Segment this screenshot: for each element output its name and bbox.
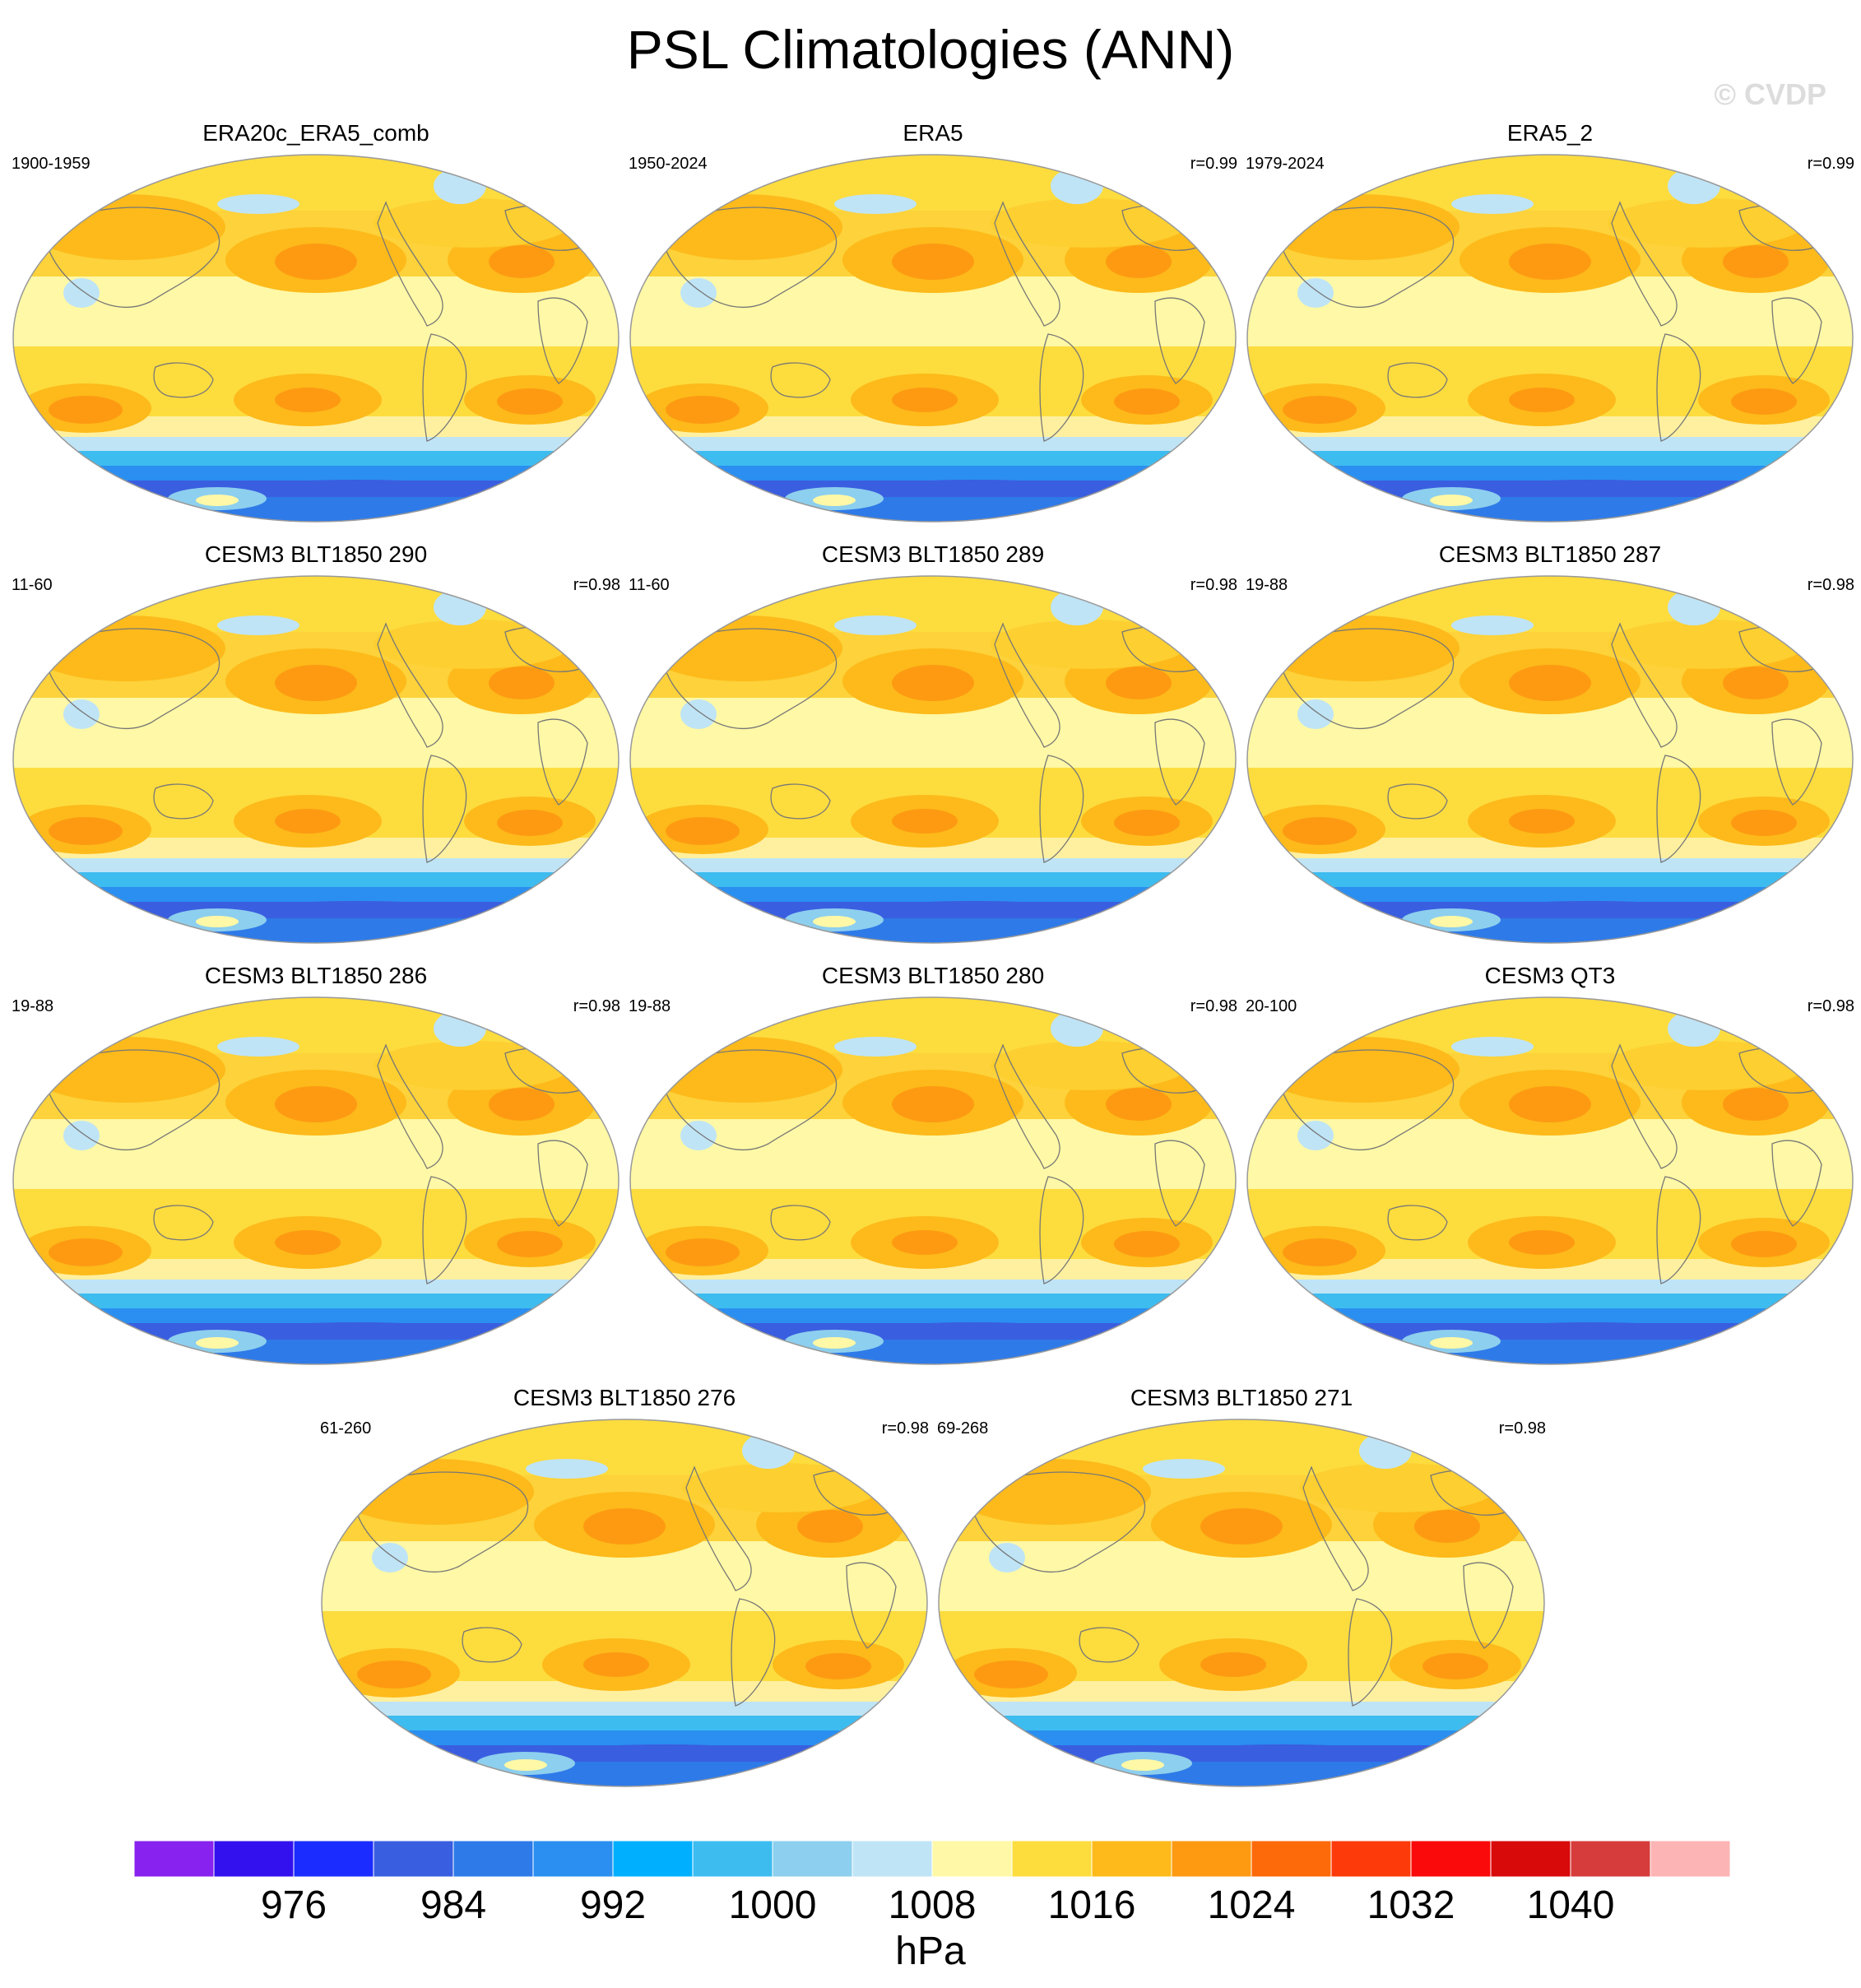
map-panel: CESM3 BLT1850 276 61-260 r=0.98 — [320, 1385, 929, 1788]
panel-period: 11-60 — [12, 576, 53, 594]
panel-title: CESM3 QT3 — [1484, 963, 1616, 988]
panel-correlation: r=0.98 — [573, 997, 620, 1015]
colorbar-swatch — [1330, 1841, 1412, 1877]
psl-map — [12, 996, 620, 1365]
colorbar-swatch — [373, 1841, 454, 1877]
panel-period: 20-100 — [1246, 997, 1297, 1015]
colorbar-swatch — [1011, 1841, 1093, 1877]
colorbar-unit: hPa — [895, 1930, 966, 1973]
panel-correlation: r=0.99 — [1807, 155, 1854, 173]
psl-map — [938, 1419, 1545, 1787]
colorbar-swatch — [931, 1841, 1013, 1877]
colorbar-swatch — [293, 1841, 374, 1877]
panel-title: CESM3 BLT1850 271 — [1130, 1385, 1353, 1410]
colorbar-swatch — [1410, 1841, 1492, 1877]
panel-period: 11-60 — [629, 576, 670, 594]
psl-map — [321, 1419, 928, 1787]
colorbar-tick-label: 1040 — [1526, 1883, 1615, 1927]
colorbar-swatch — [532, 1841, 614, 1877]
panel-correlation: r=0.99 — [1190, 155, 1237, 173]
panel-period: 19-88 — [1246, 576, 1288, 594]
psl-map — [629, 996, 1237, 1365]
psl-map — [1246, 575, 1854, 944]
panel-correlation: r=0.98 — [1498, 1419, 1546, 1438]
colorbar-swatch — [612, 1841, 694, 1877]
colorbar-swatch — [1650, 1841, 1730, 1877]
panel-title: ERA5_2 — [1506, 120, 1594, 146]
panel-title: CESM3 BLT1850 287 — [1438, 541, 1662, 567]
map-panel: CESM3 BLT1850 290 11-60 r=0.98 — [12, 541, 620, 945]
panel-period: 69-268 — [937, 1419, 989, 1438]
map-panel: CESM3 BLT1850 271 69-268 r=0.98 — [937, 1385, 1546, 1788]
map-panel: ERA5 1950-2024 r=0.99 — [629, 120, 1237, 523]
panel-title: CESM3 BLT1850 286 — [204, 963, 428, 988]
map-panel: CESM3 BLT1850 287 19-88 r=0.98 — [1246, 541, 1854, 945]
psl-map — [12, 154, 620, 523]
psl-map — [1246, 996, 1854, 1365]
psl-map — [629, 575, 1237, 944]
cvdp-watermark: © CVDP — [1714, 77, 1826, 111]
panel-correlation: r=0.98 — [1190, 576, 1237, 594]
panel-correlation: r=0.98 — [881, 1419, 929, 1438]
colorbar-swatch — [1490, 1841, 1571, 1877]
colorbar-swatch — [452, 1841, 534, 1877]
panel-title: CESM3 BLT1850 276 — [513, 1385, 736, 1410]
psl-map — [1246, 154, 1854, 523]
colorbar-swatch — [772, 1841, 853, 1877]
colorbar-tick-label: 984 — [420, 1883, 487, 1927]
panel-period: 1900-1959 — [12, 155, 90, 173]
colorbar-tick-label: 992 — [579, 1883, 647, 1927]
colorbar-swatch — [1171, 1841, 1252, 1877]
map-panel: CESM3 BLT1850 286 19-88 r=0.98 — [12, 963, 620, 1366]
colorbar-swatch — [852, 1841, 933, 1877]
map-panel: ERA20c_ERA5_comb 1900-1959 — [12, 120, 620, 523]
panel-period: 19-88 — [629, 997, 671, 1015]
psl-map — [629, 154, 1237, 523]
panel-title: CESM3 BLT1850 290 — [204, 541, 428, 567]
panel-title: ERA20c_ERA5_comb — [202, 120, 429, 146]
psl-map — [12, 575, 620, 944]
panel-period: 19-88 — [12, 997, 54, 1015]
panel-correlation: r=0.98 — [573, 576, 620, 594]
colorbar-tick-label: 1024 — [1207, 1883, 1296, 1927]
colorbar-swatch — [1570, 1841, 1651, 1877]
colorbar-tick-label: 1000 — [728, 1883, 817, 1927]
panel-title: ERA5 — [903, 120, 963, 146]
panel-period: 1950-2024 — [629, 155, 708, 173]
colorbar-tick-label: 976 — [260, 1883, 327, 1927]
panel-correlation: r=0.98 — [1190, 997, 1237, 1015]
map-panel: CESM3 QT3 20-100 r=0.98 — [1246, 963, 1854, 1366]
colorbar-tick-label: 1016 — [1047, 1883, 1136, 1927]
colorbar-swatch — [134, 1841, 215, 1877]
colorbar-tick-label: 1008 — [888, 1883, 977, 1927]
colorbar-tick-label: 1032 — [1367, 1883, 1455, 1927]
map-panel: ERA5_2 1979-2024 r=0.99 — [1246, 120, 1854, 523]
panel-period: 61-260 — [320, 1419, 372, 1438]
colorbar-labels: 976 984 992 1000 1008 1016 1024 1032 1040 — [0, 1883, 1861, 1932]
panel-period: 1979-2024 — [1246, 155, 1325, 173]
panel-correlation: r=0.98 — [1807, 997, 1854, 1015]
map-panel: CESM3 BLT1850 289 11-60 r=0.98 — [629, 541, 1237, 945]
figure-title: PSL Climatologies (ANN) — [626, 19, 1235, 80]
colorbar — [134, 1841, 1730, 1877]
colorbar-swatch — [1091, 1841, 1172, 1877]
colorbar-swatch — [1251, 1841, 1332, 1877]
map-panel: CESM3 BLT1850 280 19-88 r=0.98 — [629, 963, 1237, 1366]
colorbar-swatch — [213, 1841, 295, 1877]
colorbar-swatch — [692, 1841, 773, 1877]
panel-correlation: r=0.98 — [1807, 576, 1854, 594]
panel-title: CESM3 BLT1850 280 — [821, 963, 1045, 988]
panel-title: CESM3 BLT1850 289 — [821, 541, 1045, 567]
